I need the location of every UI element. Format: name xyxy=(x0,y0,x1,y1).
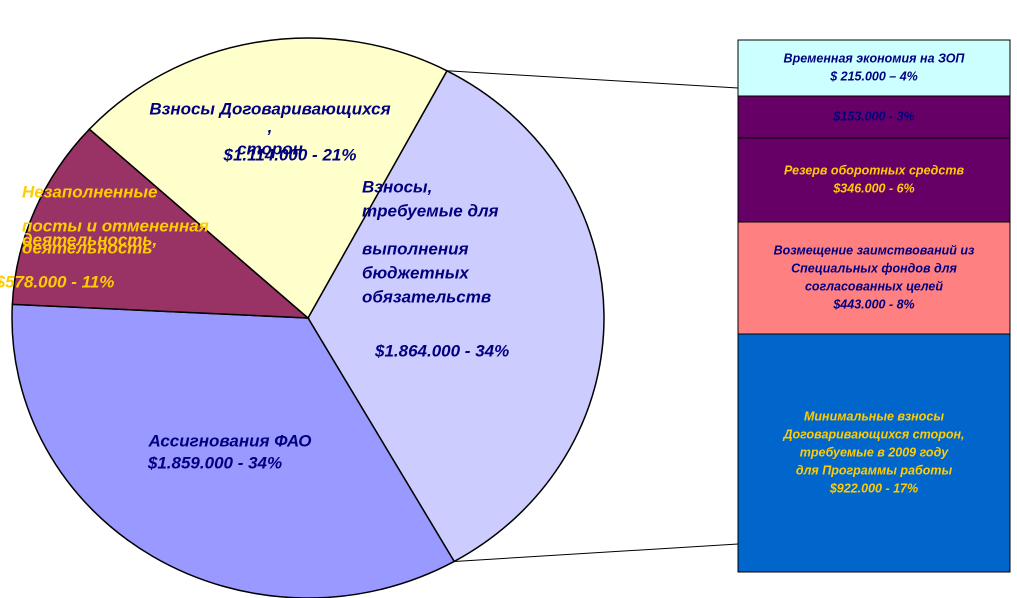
breakdown-segment xyxy=(737,39,1011,97)
slice-label: обязательств xyxy=(362,287,491,306)
breakdown-label: Возмещение заимствований из xyxy=(774,243,975,257)
breakdown-value-label: $153.000 - 3% xyxy=(832,109,914,123)
breakdown-value-label: $346.000 - 6% xyxy=(832,181,914,195)
slice-label: выполнения xyxy=(362,239,469,258)
slice-label: Ассигнования ФАО xyxy=(147,431,311,450)
slice-label: сторон xyxy=(237,139,303,158)
breakdown-label: Специальных фондов для xyxy=(791,261,957,275)
breakdown-label: согласованных целей xyxy=(805,279,943,293)
breakdown-label: требуемые в 2009 году xyxy=(800,445,950,459)
pie-slice xyxy=(88,37,449,320)
slice-label: требуемые для xyxy=(362,201,499,220)
pie-slice xyxy=(307,69,605,563)
breakdown-value-label: $922.000 - 17% xyxy=(829,481,918,495)
breakdown-label: Резерв оборотных средств xyxy=(784,163,964,177)
breakdown-label: Договаривающихся сторон, xyxy=(783,427,965,441)
slice-label: , xyxy=(267,117,273,136)
slice-value-label: $1.859.000 - 34% xyxy=(147,453,282,472)
breakdown-value-label: $443.000 - 8% xyxy=(832,297,914,311)
breakdown-segment xyxy=(737,221,1011,335)
connector-line xyxy=(454,543,739,562)
slice-value-label: $1.864.000 - 34% xyxy=(374,341,509,360)
slice-value-label: $578.000 - 11% xyxy=(0,272,114,291)
slice-label: деятельность xyxy=(22,238,153,257)
breakdown-label: для Программы работы xyxy=(796,463,953,477)
slice-value-label: $1.114.000 - 21% xyxy=(223,145,357,164)
slice-label: бюджетных xyxy=(362,263,470,282)
breakdown-segment xyxy=(737,137,1011,223)
breakdown-segment xyxy=(737,95,1011,139)
slice-label: посты и отмененная xyxy=(22,216,209,235)
pie-slice xyxy=(11,303,456,598)
slice-label: Взносы Договаривающихся xyxy=(149,99,390,118)
breakdown-segment xyxy=(737,333,1011,573)
breakdown-label: Временная экономия на ЗОП xyxy=(784,51,966,65)
pie-slice xyxy=(11,128,311,319)
slice-label: деятельность, xyxy=(22,230,157,249)
slice-label: Незаполненные xyxy=(22,182,157,201)
breakdown-value-label: $ 215.000 – 4% xyxy=(829,69,918,83)
slice-label: Взносы, xyxy=(362,177,432,196)
connector-line xyxy=(446,70,739,89)
breakdown-label: Минимальные взносы xyxy=(804,409,944,423)
